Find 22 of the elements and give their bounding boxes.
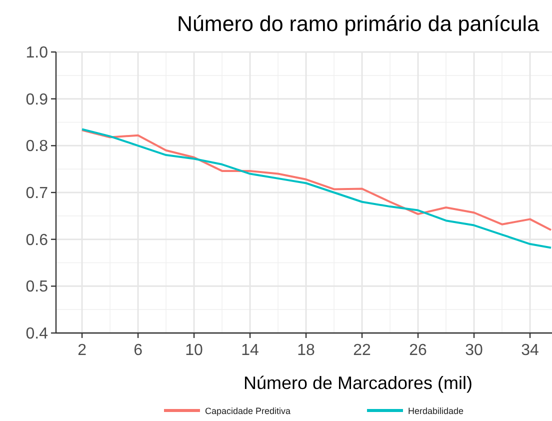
y-tick-label: 1.0 bbox=[26, 44, 48, 62]
x-tick-label: 14 bbox=[241, 342, 260, 359]
y-tick-label: 0.4 bbox=[26, 326, 48, 342]
y-tick-label: 0.5 bbox=[26, 278, 48, 296]
y-tick-label: 0.6 bbox=[26, 232, 48, 249]
y-tick-label: 0.8 bbox=[26, 138, 48, 156]
line-series bbox=[81, 129, 552, 231]
x-axis-title: Número de Marcadores (mil) bbox=[243, 373, 473, 393]
y-tick-label: 0.9 bbox=[26, 91, 48, 108]
x-tick-label: 34 bbox=[521, 342, 540, 359]
y-tick-label: 0.7 bbox=[26, 185, 48, 202]
x-tick-label: 18 bbox=[297, 342, 316, 359]
x-tick-label: 22 bbox=[353, 342, 372, 359]
x-tick-label: 6 bbox=[134, 342, 143, 359]
x-tick-label: 2 bbox=[78, 342, 87, 359]
x-tick-label: 30 bbox=[465, 342, 484, 359]
legend-label: Herdabilidade bbox=[408, 406, 464, 416]
legend-label: Capacidade Preditiva bbox=[205, 406, 291, 416]
line-series bbox=[81, 128, 552, 249]
x-tick-label: 26 bbox=[409, 342, 428, 359]
x-tick-label: 10 bbox=[185, 342, 204, 359]
chart-title: Número do ramo primário da panícula bbox=[176, 12, 540, 36]
